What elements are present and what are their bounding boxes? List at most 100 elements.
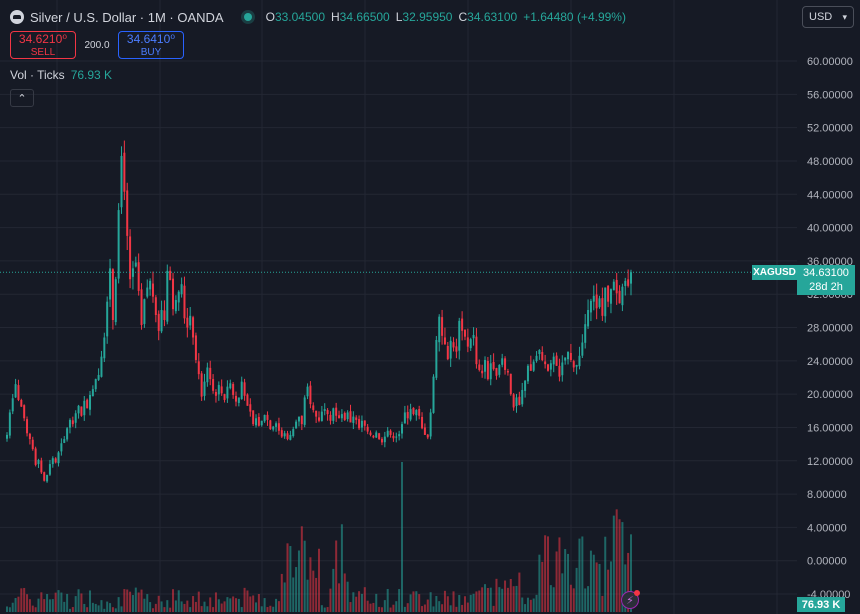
volume-bar xyxy=(309,557,312,612)
candle-body xyxy=(526,365,529,382)
candle-body xyxy=(575,364,578,367)
candle-body xyxy=(117,210,120,279)
candle-body xyxy=(120,155,123,208)
volume-bar xyxy=(117,597,120,612)
volume-price-box: 76.93 K xyxy=(797,597,845,612)
volume-bar xyxy=(575,567,578,612)
candle-body xyxy=(535,355,538,362)
volume-bar xyxy=(292,577,295,612)
volume-bar xyxy=(232,596,235,612)
candle-body xyxy=(129,236,132,280)
volume-bar xyxy=(329,588,332,612)
candle-body xyxy=(532,361,535,371)
volume-bar xyxy=(5,606,9,612)
price-axis: 60.00000 56.00000 52.00000 48.00000 44.00000… xyxy=(807,56,853,601)
last-price-value: 34.63100 xyxy=(803,267,849,279)
volume-bar xyxy=(23,587,26,612)
candle-body xyxy=(489,363,492,380)
candle-body xyxy=(432,376,435,413)
volume-bar xyxy=(472,593,475,612)
volume-bar xyxy=(172,589,175,612)
volume-bar xyxy=(289,546,292,612)
low-value: 32.95950 xyxy=(402,10,453,24)
volume-bar xyxy=(286,543,289,612)
volume-bar xyxy=(555,551,558,612)
candle-body xyxy=(126,190,129,236)
volume-bar xyxy=(541,561,544,612)
buy-button[interactable]: 34.6410⁰ BUY xyxy=(118,31,184,59)
symbol-title[interactable]: Silver / U.S. Dollar · 1M · OANDA xyxy=(30,9,224,25)
candle-body xyxy=(292,429,295,437)
volume-bar xyxy=(11,602,14,612)
volume-bar xyxy=(524,604,527,612)
candle-body xyxy=(529,364,532,371)
candle-body xyxy=(23,405,26,419)
candle-body xyxy=(378,433,381,440)
candle-body xyxy=(338,415,341,419)
volume-bar xyxy=(74,596,77,612)
volume-bar xyxy=(194,601,197,612)
candle-body xyxy=(375,432,378,438)
candle-body xyxy=(564,357,567,361)
candle-body xyxy=(360,420,363,428)
volume-bar xyxy=(546,536,549,612)
candle-body xyxy=(326,410,329,415)
volume-bar xyxy=(518,572,521,612)
volume-bar xyxy=(123,589,126,612)
lightning-icon[interactable]: ⚡ xyxy=(621,590,640,609)
candle-body xyxy=(389,430,392,435)
candle-body xyxy=(352,416,355,423)
candle-body xyxy=(312,405,315,410)
volume-bar xyxy=(151,608,154,612)
candle-body xyxy=(297,416,300,422)
volume-bar xyxy=(243,587,246,612)
candle-body xyxy=(63,439,66,443)
candle-body xyxy=(89,394,92,410)
volume-bar xyxy=(220,603,223,612)
candle-body xyxy=(252,410,255,425)
volume-bar xyxy=(481,587,484,612)
volume-bar xyxy=(269,605,272,612)
candle-body xyxy=(604,287,607,317)
candle-body xyxy=(438,316,441,343)
volume-bar xyxy=(526,597,529,612)
candle-body xyxy=(524,380,527,391)
symbol-logo-icon[interactable] xyxy=(10,10,24,24)
volume-bar xyxy=(355,596,358,612)
volume-bar xyxy=(80,593,83,612)
candle-body xyxy=(446,346,449,360)
volume-bar xyxy=(315,577,318,612)
sell-price: 34.6210⁰ xyxy=(18,32,68,46)
candle-body xyxy=(395,436,398,438)
volume-bar xyxy=(403,606,406,612)
open-label: O xyxy=(265,10,275,24)
candle-body xyxy=(443,337,446,345)
currency-select[interactable]: USD ▾ xyxy=(802,6,854,28)
candle-body xyxy=(103,337,106,359)
volume-bar xyxy=(66,593,69,612)
candle-body xyxy=(392,435,395,439)
volume-bar xyxy=(77,589,80,612)
collapse-legend-button[interactable]: ⌃ xyxy=(10,89,34,107)
volume-bar xyxy=(338,583,341,612)
candle-body xyxy=(154,297,157,316)
volume-bar xyxy=(561,573,564,612)
sell-label: SELL xyxy=(30,47,56,58)
volume-bar xyxy=(352,592,355,612)
candle-body xyxy=(237,397,240,403)
candle-body xyxy=(406,412,409,419)
candle-body xyxy=(567,351,570,360)
volume-legend[interactable]: Vol · Ticks 76.93 K xyxy=(10,68,112,82)
symbol-price-tag: XAGUSD xyxy=(752,265,797,280)
volume-bar xyxy=(495,578,498,612)
candle-body xyxy=(607,285,610,302)
volume-bar xyxy=(607,569,610,612)
volume-bar xyxy=(114,608,117,612)
volume-bar xyxy=(94,603,97,612)
volume-bar xyxy=(217,599,220,612)
volume-bar xyxy=(375,593,378,612)
volume-bar xyxy=(443,590,446,612)
price-axis-label: 40.00000 xyxy=(807,223,853,235)
sell-button[interactable]: 34.6210⁰ SELL xyxy=(10,31,76,59)
